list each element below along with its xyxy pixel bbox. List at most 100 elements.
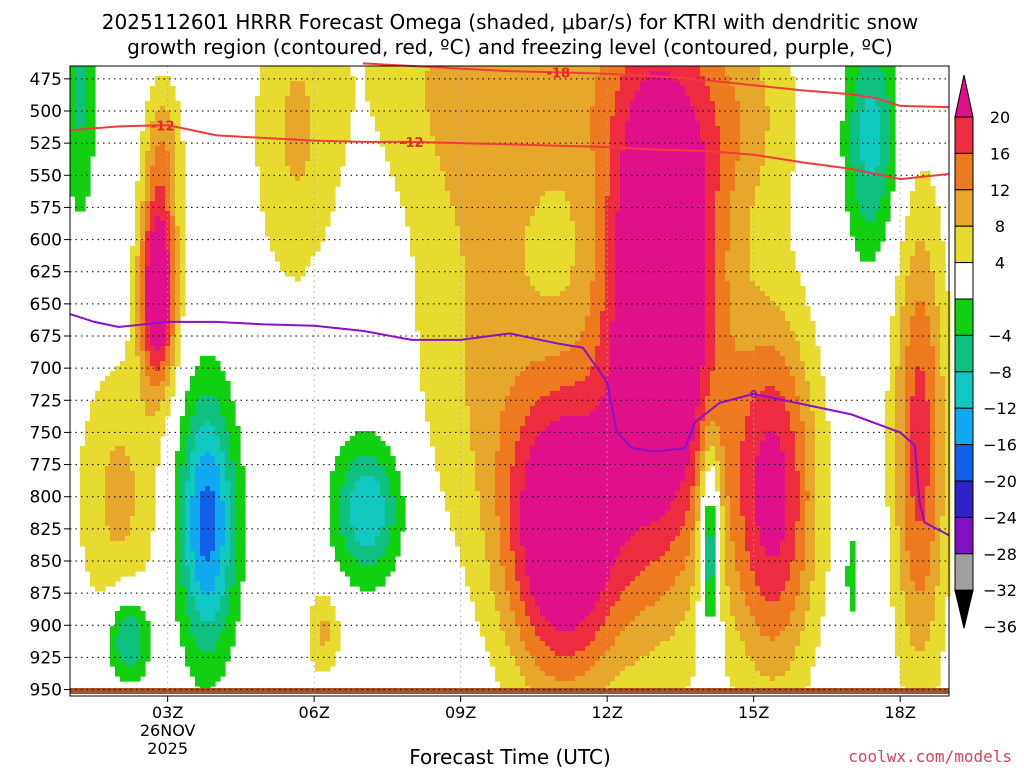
omega-cell	[340, 496, 346, 502]
omega-cell	[280, 221, 286, 227]
omega-cell	[150, 471, 156, 477]
omega-cell	[485, 91, 491, 97]
omega-cell	[350, 436, 356, 442]
omega-cell	[490, 101, 496, 107]
omega-cell	[310, 606, 316, 612]
omega-cell	[140, 316, 146, 322]
omega-cell	[165, 376, 171, 382]
omega-cell	[490, 131, 496, 137]
omega-cell	[400, 496, 406, 502]
omega-cell	[225, 651, 231, 657]
omega-cell	[200, 461, 206, 467]
omega-cell	[185, 611, 191, 617]
omega-cell	[450, 86, 456, 92]
omega-cell	[155, 221, 161, 227]
omega-cell	[180, 486, 186, 492]
omega-cell	[140, 361, 146, 367]
omega-cell	[130, 396, 136, 402]
omega-cell	[380, 141, 386, 147]
omega-cell	[285, 206, 291, 212]
omega-cell	[175, 531, 181, 537]
omega-cell	[460, 211, 466, 217]
omega-cell	[140, 341, 146, 347]
omega-cell	[400, 101, 406, 107]
omega-cell	[490, 286, 496, 292]
omega-cell	[300, 206, 306, 212]
omega-cell	[485, 166, 491, 172]
omega-cell	[130, 556, 136, 562]
omega-cell	[160, 351, 166, 357]
omega-cell	[200, 361, 206, 367]
omega-cell	[130, 526, 136, 532]
omega-cell	[270, 211, 276, 217]
omega-cell	[225, 541, 231, 547]
omega-cell	[165, 226, 171, 232]
omega-cell	[485, 226, 491, 232]
omega-cell	[90, 451, 96, 457]
omega-cell	[445, 386, 451, 392]
omega-cell	[175, 171, 181, 177]
omega-cell	[440, 436, 446, 442]
omega-cell	[150, 481, 156, 487]
omega-cell	[310, 626, 316, 632]
omega-cell	[290, 211, 296, 217]
omega-cell	[125, 471, 131, 477]
omega-cell	[415, 311, 421, 317]
omega-cell	[320, 91, 326, 97]
omega-cell	[210, 666, 216, 672]
omega-cell	[155, 436, 161, 442]
omega-cell	[445, 461, 451, 467]
omega-cell	[455, 171, 461, 177]
omega-cell	[345, 136, 351, 142]
omega-cell	[150, 406, 156, 412]
omega-cell	[160, 156, 166, 162]
omega-cell	[135, 496, 141, 502]
omega-cell	[135, 201, 141, 207]
omega-cell	[410, 201, 416, 207]
omega-cell	[430, 396, 436, 402]
omega-cell	[140, 396, 146, 402]
omega-cell	[380, 91, 386, 97]
omega-cell	[135, 351, 141, 357]
omega-cell	[130, 341, 136, 347]
omega-cell	[190, 466, 196, 472]
omega-cell	[350, 91, 356, 97]
omega-cell	[310, 186, 316, 192]
omega-cell	[430, 356, 436, 362]
omega-cell	[160, 341, 166, 347]
omega-cell	[110, 406, 116, 412]
omega-cell	[175, 361, 181, 367]
omega-cell	[85, 501, 91, 507]
omega-cell	[490, 291, 496, 297]
omega-cell	[475, 171, 481, 177]
omega-cell	[465, 346, 471, 352]
omega-cell	[390, 156, 396, 162]
omega-cell	[270, 86, 276, 92]
omega-cell	[450, 466, 456, 472]
omega-cell	[195, 491, 201, 497]
omega-cell	[485, 126, 491, 132]
omega-cell	[450, 196, 456, 202]
omega-cell	[340, 491, 346, 497]
omega-cell	[225, 586, 231, 592]
omega-cell	[450, 226, 456, 232]
omega-cell	[135, 406, 141, 412]
omega-cell	[210, 416, 216, 422]
omega-cell	[175, 481, 181, 487]
omega-cell	[410, 91, 416, 97]
omega-cell	[90, 81, 96, 87]
omega-cell	[420, 241, 426, 247]
omega-cell	[280, 186, 286, 192]
omega-cell	[75, 156, 81, 162]
omega-cell	[405, 111, 411, 117]
omega-cell	[230, 571, 236, 577]
omega-cell	[225, 646, 231, 652]
omega-cell	[270, 146, 276, 152]
omega-cell	[435, 156, 441, 162]
omega-cell	[175, 301, 181, 307]
omega-cell	[290, 236, 296, 242]
omega-cell	[90, 111, 96, 117]
omega-cell	[475, 251, 481, 257]
omega-cell	[435, 241, 441, 247]
omega-cell	[170, 221, 176, 227]
